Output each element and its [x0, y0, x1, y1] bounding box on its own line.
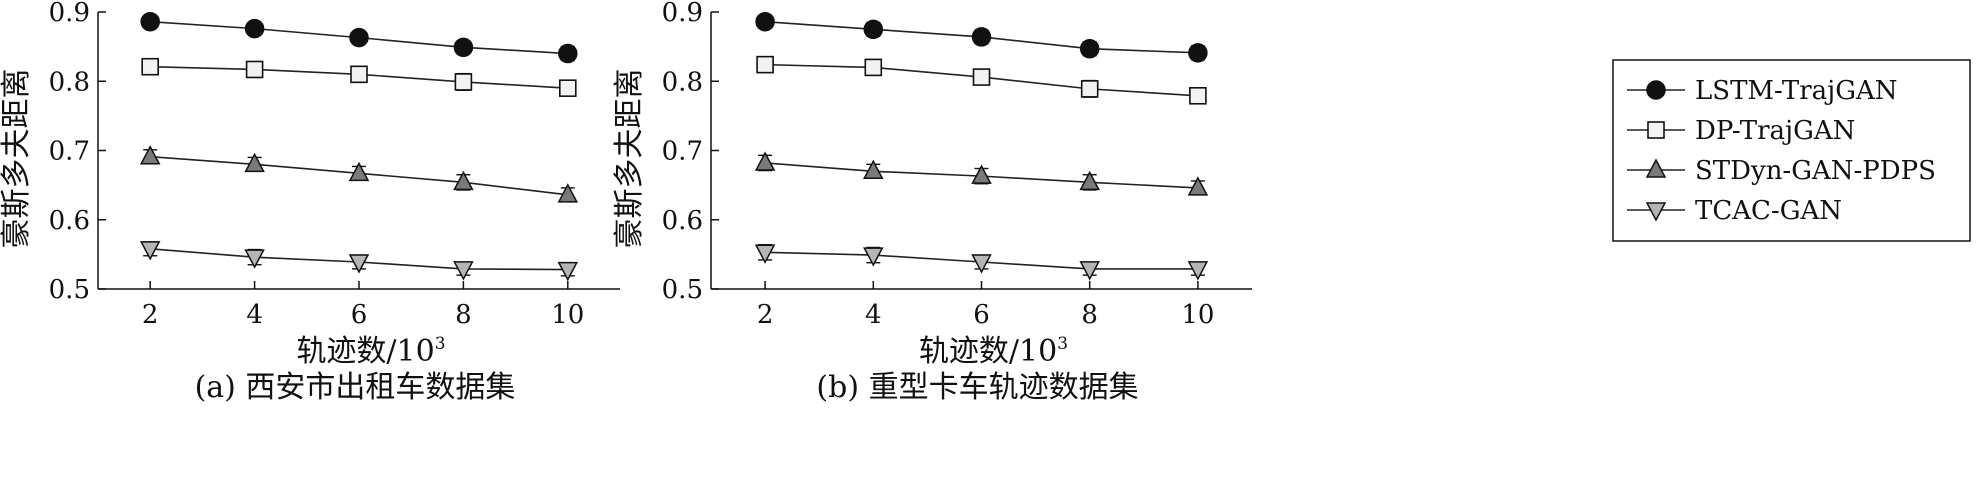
data-point-tcac-gan	[453, 261, 474, 281]
x-tick-label: 2	[142, 300, 159, 330]
data-point-lstm-trajgan	[349, 27, 369, 48]
x-tick-label: 8	[455, 300, 472, 330]
series-tcac-gan	[139, 241, 579, 282]
data-point-tcac-gan	[1079, 261, 1100, 281]
data-point-dp-trajgan	[972, 68, 991, 86]
data-point-lstm-trajgan	[558, 43, 578, 64]
y-tick-label: 0.7	[49, 137, 90, 167]
data-point-stdyn-gan-pdps	[348, 161, 370, 182]
data-point-dp-trajgan	[756, 55, 774, 74]
legend-marker-tcac-gan	[1645, 202, 1667, 222]
data-point-stdyn-gan-pdps	[557, 183, 579, 203]
y-tick-label: 0.5	[662, 275, 703, 305]
series-dp-trajgan	[756, 55, 1207, 105]
data-point-lstm-trajgan	[1079, 38, 1100, 59]
series-lstm-trajgan	[140, 11, 578, 64]
y-tick-label: 0.6	[662, 206, 703, 236]
data-point-tcac-gan	[1187, 261, 1209, 281]
x-tick-label: 4	[246, 300, 263, 330]
y-axis-title: 豪斯多夫距离	[0, 69, 34, 249]
data-point-stdyn-gan-pdps	[863, 159, 884, 180]
legend-marker-stdyn-gan-pdps	[1645, 158, 1667, 178]
y-axis-title: 豪斯多夫距离	[612, 69, 647, 249]
data-point-tcac-gan	[139, 241, 161, 261]
data-point-dp-trajgan	[864, 58, 883, 77]
x-tick-label: 10	[1181, 300, 1214, 330]
x-tick-label: 4	[865, 300, 882, 330]
legend-marker-lstm-trajgan	[1646, 80, 1666, 100]
legend-marker-dp-trajgan	[1647, 121, 1665, 139]
data-point-stdyn-gan-pdps	[139, 145, 161, 165]
y-tick-label: 0.7	[662, 137, 703, 167]
data-point-dp-trajgan	[141, 57, 159, 76]
legend-item-lstm-trajgan: LSTM-TrajGAN	[1627, 76, 1898, 106]
data-point-lstm-trajgan	[453, 37, 474, 58]
x-tick-label: 6	[973, 300, 990, 330]
legend-label: STDyn-GAN-PDPS	[1695, 156, 1936, 186]
data-point-dp-trajgan	[454, 73, 473, 91]
y-tick-label: 0.8	[662, 67, 703, 97]
data-point-dp-trajgan	[558, 79, 577, 97]
legend-item-dp-trajgan: DP-TrajGAN	[1627, 116, 1855, 146]
series-tcac-gan	[754, 243, 1209, 281]
data-point-tcac-gan	[971, 254, 992, 274]
series-lstm-trajgan	[755, 11, 1208, 63]
x-axis-title-superscript: 3	[1057, 334, 1068, 354]
x-tick-label: 2	[757, 300, 774, 330]
panel-caption: (b) 重型卡车轨迹数据集	[816, 370, 1138, 405]
y-tick-label: 0.8	[49, 67, 90, 97]
panel-caption: (a) 西安市出租车数据集	[195, 370, 516, 405]
data-point-lstm-trajgan	[971, 27, 992, 47]
data-point-stdyn-gan-pdps	[1187, 176, 1209, 196]
data-point-tcac-gan	[348, 254, 370, 274]
x-axis-title: 轨迹数/103	[296, 334, 445, 369]
data-point-stdyn-gan-pdps	[453, 170, 474, 191]
data-point-tcac-gan	[557, 261, 579, 282]
data-point-stdyn-gan-pdps	[754, 151, 776, 171]
series-stdyn-gan-pdps	[139, 145, 579, 203]
data-point-dp-trajgan	[245, 60, 264, 79]
x-axis-title: 轨迹数/103	[919, 334, 1068, 369]
legend: LSTM-TrajGAN DP-TrajGAN STDyn-GAN-PDPS TCAC…	[1612, 59, 1971, 242]
y-tick-label: 0.9	[49, 0, 90, 28]
x-tick-label: 8	[1081, 300, 1098, 330]
data-point-dp-trajgan	[1189, 86, 1207, 105]
x-tick-label: 10	[551, 300, 584, 330]
data-point-lstm-trajgan	[140, 11, 160, 32]
y-tick-label: 0.5	[49, 275, 90, 305]
data-point-tcac-gan	[754, 244, 776, 264]
x-axis-title-text: 轨迹数/10	[919, 334, 1057, 369]
legend-label: DP-TrajGAN	[1695, 116, 1855, 146]
data-point-lstm-trajgan	[863, 19, 884, 40]
x-axis-title-text: 轨迹数/10	[296, 334, 434, 369]
y-tick-label: 0.9	[662, 0, 703, 28]
x-axis-title-superscript: 3	[435, 334, 446, 354]
data-point-dp-trajgan	[1080, 80, 1099, 98]
data-point-lstm-trajgan	[755, 11, 775, 32]
data-point-stdyn-gan-pdps	[971, 164, 992, 184]
legend-item-tcac-gan: TCAC-GAN	[1627, 196, 1842, 226]
data-point-lstm-trajgan	[244, 18, 265, 39]
data-point-stdyn-gan-pdps	[244, 152, 265, 173]
data-point-stdyn-gan-pdps	[1079, 170, 1100, 191]
data-point-tcac-gan	[244, 249, 265, 269]
series-stdyn-gan-pdps	[754, 151, 1209, 196]
legend-label: LSTM-TrajGAN	[1695, 76, 1898, 106]
x-tick-label: 6	[351, 300, 368, 330]
legend-label: TCAC-GAN	[1695, 196, 1842, 226]
series-dp-trajgan	[141, 57, 577, 97]
data-point-dp-trajgan	[350, 65, 368, 84]
legend-item-stdyn-gan-pdps: STDyn-GAN-PDPS	[1627, 156, 1936, 186]
data-point-tcac-gan	[863, 247, 884, 267]
y-tick-label: 0.6	[49, 206, 90, 236]
data-point-lstm-trajgan	[1188, 43, 1208, 63]
